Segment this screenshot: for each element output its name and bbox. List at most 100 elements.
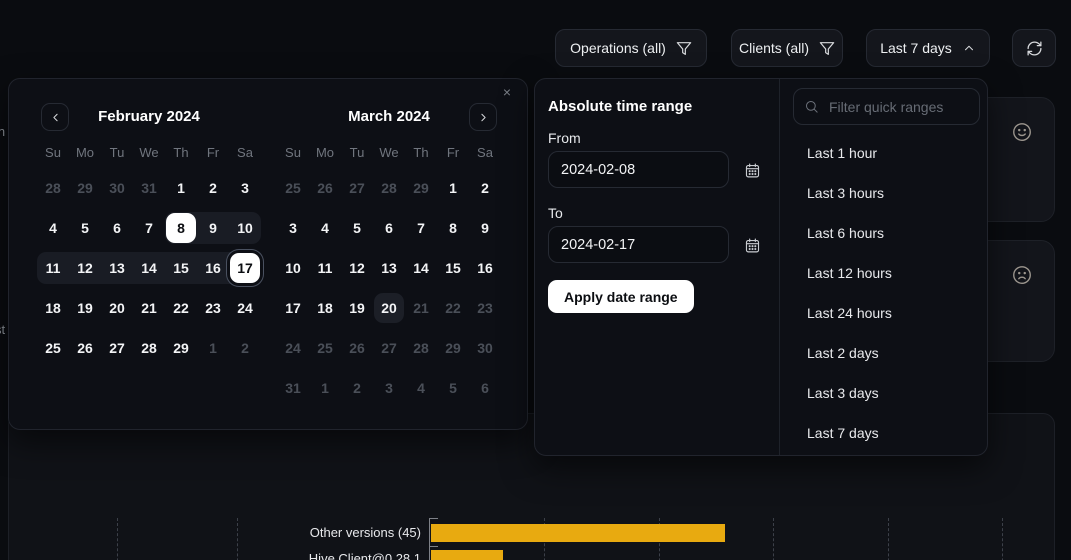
calendar-day-2[interactable]: 2: [241, 340, 249, 356]
calendar-day-14[interactable]: 14: [413, 260, 429, 276]
calendar-day-12[interactable]: 12: [349, 260, 365, 276]
calendar-day-5[interactable]: 5: [449, 380, 457, 396]
calendar-day-31[interactable]: 31: [285, 380, 301, 396]
next-month-button[interactable]: [469, 103, 497, 131]
refresh-button[interactable]: [1012, 29, 1056, 67]
calendar-day-9[interactable]: 9: [197, 212, 229, 244]
calendar-day-30[interactable]: 30: [477, 340, 493, 356]
calendar-day-7[interactable]: 7: [417, 220, 425, 236]
quick-range-item[interactable]: Last 3 hours: [807, 185, 885, 201]
calendar-day-5[interactable]: 5: [353, 220, 361, 236]
calendar-day-26[interactable]: 26: [349, 340, 365, 356]
previous-month-button[interactable]: [41, 103, 69, 131]
calendar-day-24[interactable]: 24: [285, 340, 301, 356]
from-calendar-picker-button[interactable]: [738, 157, 766, 183]
calendar-day-2[interactable]: 2: [209, 180, 217, 196]
calendar-day-19[interactable]: 19: [349, 300, 365, 316]
calendar-day-18[interactable]: 18: [45, 300, 61, 316]
calendar-day-25[interactable]: 25: [45, 340, 61, 356]
calendar-day-16[interactable]: 16: [197, 252, 229, 284]
calendar-day-10[interactable]: 10: [229, 212, 261, 244]
calendar-day-1[interactable]: 1: [209, 340, 217, 356]
calendar-day-10[interactable]: 10: [285, 260, 301, 276]
calendar-day-11[interactable]: 11: [317, 260, 333, 276]
calendar-day-28[interactable]: 28: [141, 340, 157, 356]
calendar-day-30[interactable]: 30: [109, 180, 125, 196]
calendar-day-20[interactable]: 20: [373, 292, 405, 324]
calendar-day-29[interactable]: 29: [173, 340, 189, 356]
calendar-day-17[interactable]: 17: [285, 300, 301, 316]
calendar-day-26[interactable]: 26: [77, 340, 93, 356]
calendar-day-13[interactable]: 13: [381, 260, 397, 276]
quick-range-item[interactable]: Last 2 days: [807, 345, 879, 361]
apply-date-range-button[interactable]: Apply date range: [548, 280, 694, 313]
calendar-day-28[interactable]: 28: [413, 340, 429, 356]
to-date-input[interactable]: [548, 226, 729, 263]
calendar-day-31[interactable]: 31: [141, 180, 157, 196]
calendar-day-6[interactable]: 6: [481, 380, 489, 396]
calendar-day-8[interactable]: 8: [165, 212, 197, 244]
filter-quick-ranges-input[interactable]: [827, 97, 969, 116]
calendar-day-4[interactable]: 4: [321, 220, 329, 236]
to-calendar-picker-button[interactable]: [738, 232, 766, 258]
from-date-input[interactable]: [548, 151, 729, 188]
calendar-day-23[interactable]: 23: [477, 300, 493, 316]
calendar-day-4[interactable]: 4: [417, 380, 425, 396]
calendar-day-8[interactable]: 8: [449, 220, 457, 236]
quick-range-item[interactable]: Last 7 days: [807, 425, 879, 441]
calendar-day-5[interactable]: 5: [81, 220, 89, 236]
calendar-day-29[interactable]: 29: [445, 340, 461, 356]
calendar-day-3[interactable]: 3: [289, 220, 297, 236]
calendar-day-2[interactable]: 2: [481, 180, 489, 196]
calendar-day-22[interactable]: 22: [445, 300, 461, 316]
calendar-day-19[interactable]: 19: [77, 300, 93, 316]
calendar-day-11[interactable]: 11: [37, 252, 69, 284]
calendar-day-27[interactable]: 27: [349, 180, 365, 196]
calendar-day-28[interactable]: 28: [45, 180, 61, 196]
quick-range-item[interactable]: Last 1 hour: [807, 145, 878, 161]
calendar-day-1[interactable]: 1: [449, 180, 457, 196]
close-icon[interactable]: ×: [497, 83, 517, 101]
calendar-day-2[interactable]: 2: [353, 380, 361, 396]
quick-range-item[interactable]: Last 3 days: [807, 385, 879, 401]
calendar-day-9[interactable]: 9: [481, 220, 489, 236]
calendar-day-13[interactable]: 13: [101, 252, 133, 284]
clients-filter-button[interactable]: Clients (all): [731, 29, 843, 67]
calendar-day-16[interactable]: 16: [477, 260, 493, 276]
calendar-day-7[interactable]: 7: [145, 220, 153, 236]
calendar-day-6[interactable]: 6: [113, 220, 121, 236]
calendar-day-15[interactable]: 15: [445, 260, 461, 276]
calendar-day-20[interactable]: 20: [109, 300, 125, 316]
quick-range-item[interactable]: Last 24 hours: [807, 305, 892, 321]
calendar-day-1[interactable]: 1: [177, 180, 185, 196]
calendar-day-21[interactable]: 21: [141, 300, 157, 316]
calendar-day-1[interactable]: 1: [321, 380, 329, 396]
calendar-day-3[interactable]: 3: [241, 180, 249, 196]
calendar-day-27[interactable]: 27: [109, 340, 125, 356]
time-range-button[interactable]: Last 7 days: [866, 29, 990, 67]
quick-range-item[interactable]: Last 6 hours: [807, 225, 885, 241]
calendar-day-18[interactable]: 18: [317, 300, 333, 316]
calendar-day-3[interactable]: 3: [385, 380, 393, 396]
calendar-day-22[interactable]: 22: [173, 300, 189, 316]
calendar-day-25[interactable]: 25: [285, 180, 301, 196]
calendar-day-27[interactable]: 27: [381, 340, 397, 356]
calendar-day-4[interactable]: 4: [49, 220, 57, 236]
operations-filter-button[interactable]: Operations (all): [555, 29, 707, 67]
calendar-day-24[interactable]: 24: [237, 300, 253, 316]
calendar-day-29[interactable]: 29: [413, 180, 429, 196]
calendar-day-6[interactable]: 6: [385, 220, 393, 236]
weekday-label: Fr: [206, 145, 220, 160]
calendar-day-14[interactable]: 14: [133, 252, 165, 284]
quick-range-item[interactable]: Last 12 hours: [807, 265, 892, 281]
calendar-day-25[interactable]: 25: [317, 340, 333, 356]
calendar-day-17[interactable]: 17: [229, 252, 261, 284]
calendar-day-26[interactable]: 26: [317, 180, 333, 196]
quick-range-list: Last 1 hour Last 3 hours Last 6 hours Last …: [779, 133, 989, 453]
calendar-day-21[interactable]: 21: [413, 300, 429, 316]
calendar-day-15[interactable]: 15: [165, 252, 197, 284]
calendar-day-29[interactable]: 29: [77, 180, 93, 196]
calendar-day-12[interactable]: 12: [69, 252, 101, 284]
calendar-day-23[interactable]: 23: [205, 300, 221, 316]
calendar-day-28[interactable]: 28: [381, 180, 397, 196]
